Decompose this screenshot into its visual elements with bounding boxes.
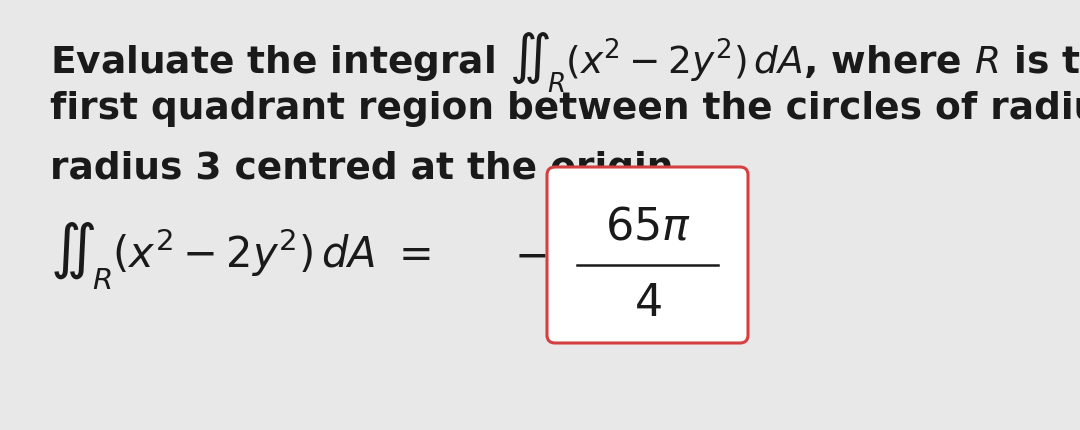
Text: $65\pi$: $65\pi$ bbox=[605, 205, 690, 248]
Text: Evaluate the integral $\iint_{\!R}(x^2 - 2y^2)\,dA$, where $R$ is the: Evaluate the integral $\iint_{\!R}(x^2 -… bbox=[50, 31, 1080, 95]
Text: $\iint_{\!R}(x^2 - 2y^2)\,dA\ =$: $\iint_{\!R}(x^2 - 2y^2)\,dA\ =$ bbox=[50, 220, 431, 291]
Text: radius 3 centred at the origin.: radius 3 centred at the origin. bbox=[50, 150, 688, 187]
Text: $-$: $-$ bbox=[514, 234, 546, 276]
Text: first quadrant region between the circles of radius 2 and: first quadrant region between the circle… bbox=[50, 91, 1080, 127]
Text: $4$: $4$ bbox=[634, 282, 661, 325]
FancyBboxPatch shape bbox=[546, 168, 748, 343]
